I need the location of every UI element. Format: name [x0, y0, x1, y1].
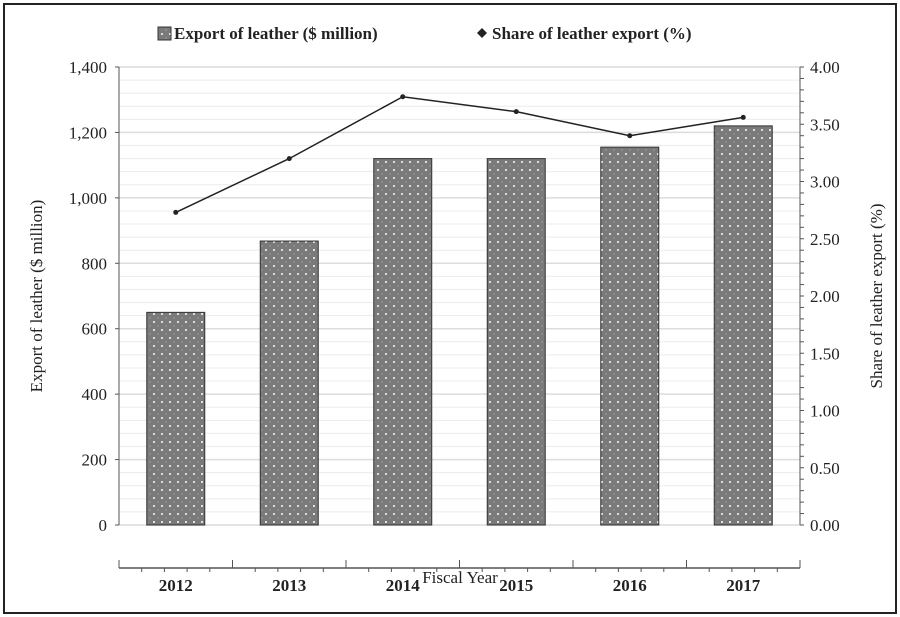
y-tick-label: 1,400 — [69, 58, 107, 77]
legend-bar-label: Export of leather ($ million) — [174, 24, 378, 43]
share-point-2015 — [513, 109, 519, 115]
y2-tick-label: 3.50 — [810, 115, 840, 134]
legend-bar-swatch — [157, 26, 172, 41]
share-point-2017 — [740, 114, 746, 120]
share-point-2012 — [173, 209, 179, 215]
y-tick-label: 600 — [82, 320, 108, 339]
y2-tick-label: 0.50 — [810, 459, 840, 478]
x-tick-label: 2015 — [499, 576, 533, 595]
x-tick-label: 2016 — [613, 576, 647, 595]
y-tick-label: 1,000 — [69, 189, 107, 208]
y-tick-label: 200 — [82, 451, 108, 470]
legend-line-label: Share of leather export (%) — [492, 24, 692, 43]
y-tick-label: 0 — [99, 516, 108, 535]
y2-tick-label: 0.00 — [810, 516, 840, 535]
chart-frame — [3, 3, 897, 614]
x-tick-label: 2012 — [159, 576, 193, 595]
share-point-2014 — [400, 94, 406, 100]
bar-2016 — [600, 146, 660, 526]
bar-2015 — [486, 158, 546, 526]
y2-tick-label: 2.00 — [810, 287, 840, 306]
share-point-2016 — [627, 133, 633, 139]
x-tick-label: 2014 — [386, 576, 421, 595]
y2-tick-label: 4.00 — [810, 58, 840, 77]
y2-tick-label: 1.00 — [810, 402, 840, 421]
legend: Export of leather ($ million) Share of l… — [157, 24, 692, 43]
share-line — [175, 95, 744, 214]
x-axis-title: Fiscal Year — [422, 568, 498, 587]
y2-tick-label: 2.50 — [810, 230, 840, 249]
y-axis-title: Export of leather ($ million) — [27, 200, 46, 393]
x-tick-label: 2013 — [272, 576, 306, 595]
bar-2013 — [259, 240, 319, 526]
bar-2012 — [146, 311, 206, 526]
bar-2014 — [373, 158, 433, 526]
share-point-2013 — [286, 156, 292, 162]
y2-tick-label: 3.00 — [810, 173, 840, 192]
bar-2017 — [713, 125, 773, 526]
y2-tick-label: 1.50 — [810, 344, 840, 363]
y2-axis-title: Share of leather export (%) — [867, 203, 886, 388]
y-tick-label: 400 — [82, 385, 108, 404]
y-tick-label: 800 — [82, 254, 108, 273]
y-tick-label: 1,200 — [69, 123, 107, 142]
legend-line-marker — [477, 28, 487, 38]
x-tick-label: 2017 — [726, 576, 761, 595]
